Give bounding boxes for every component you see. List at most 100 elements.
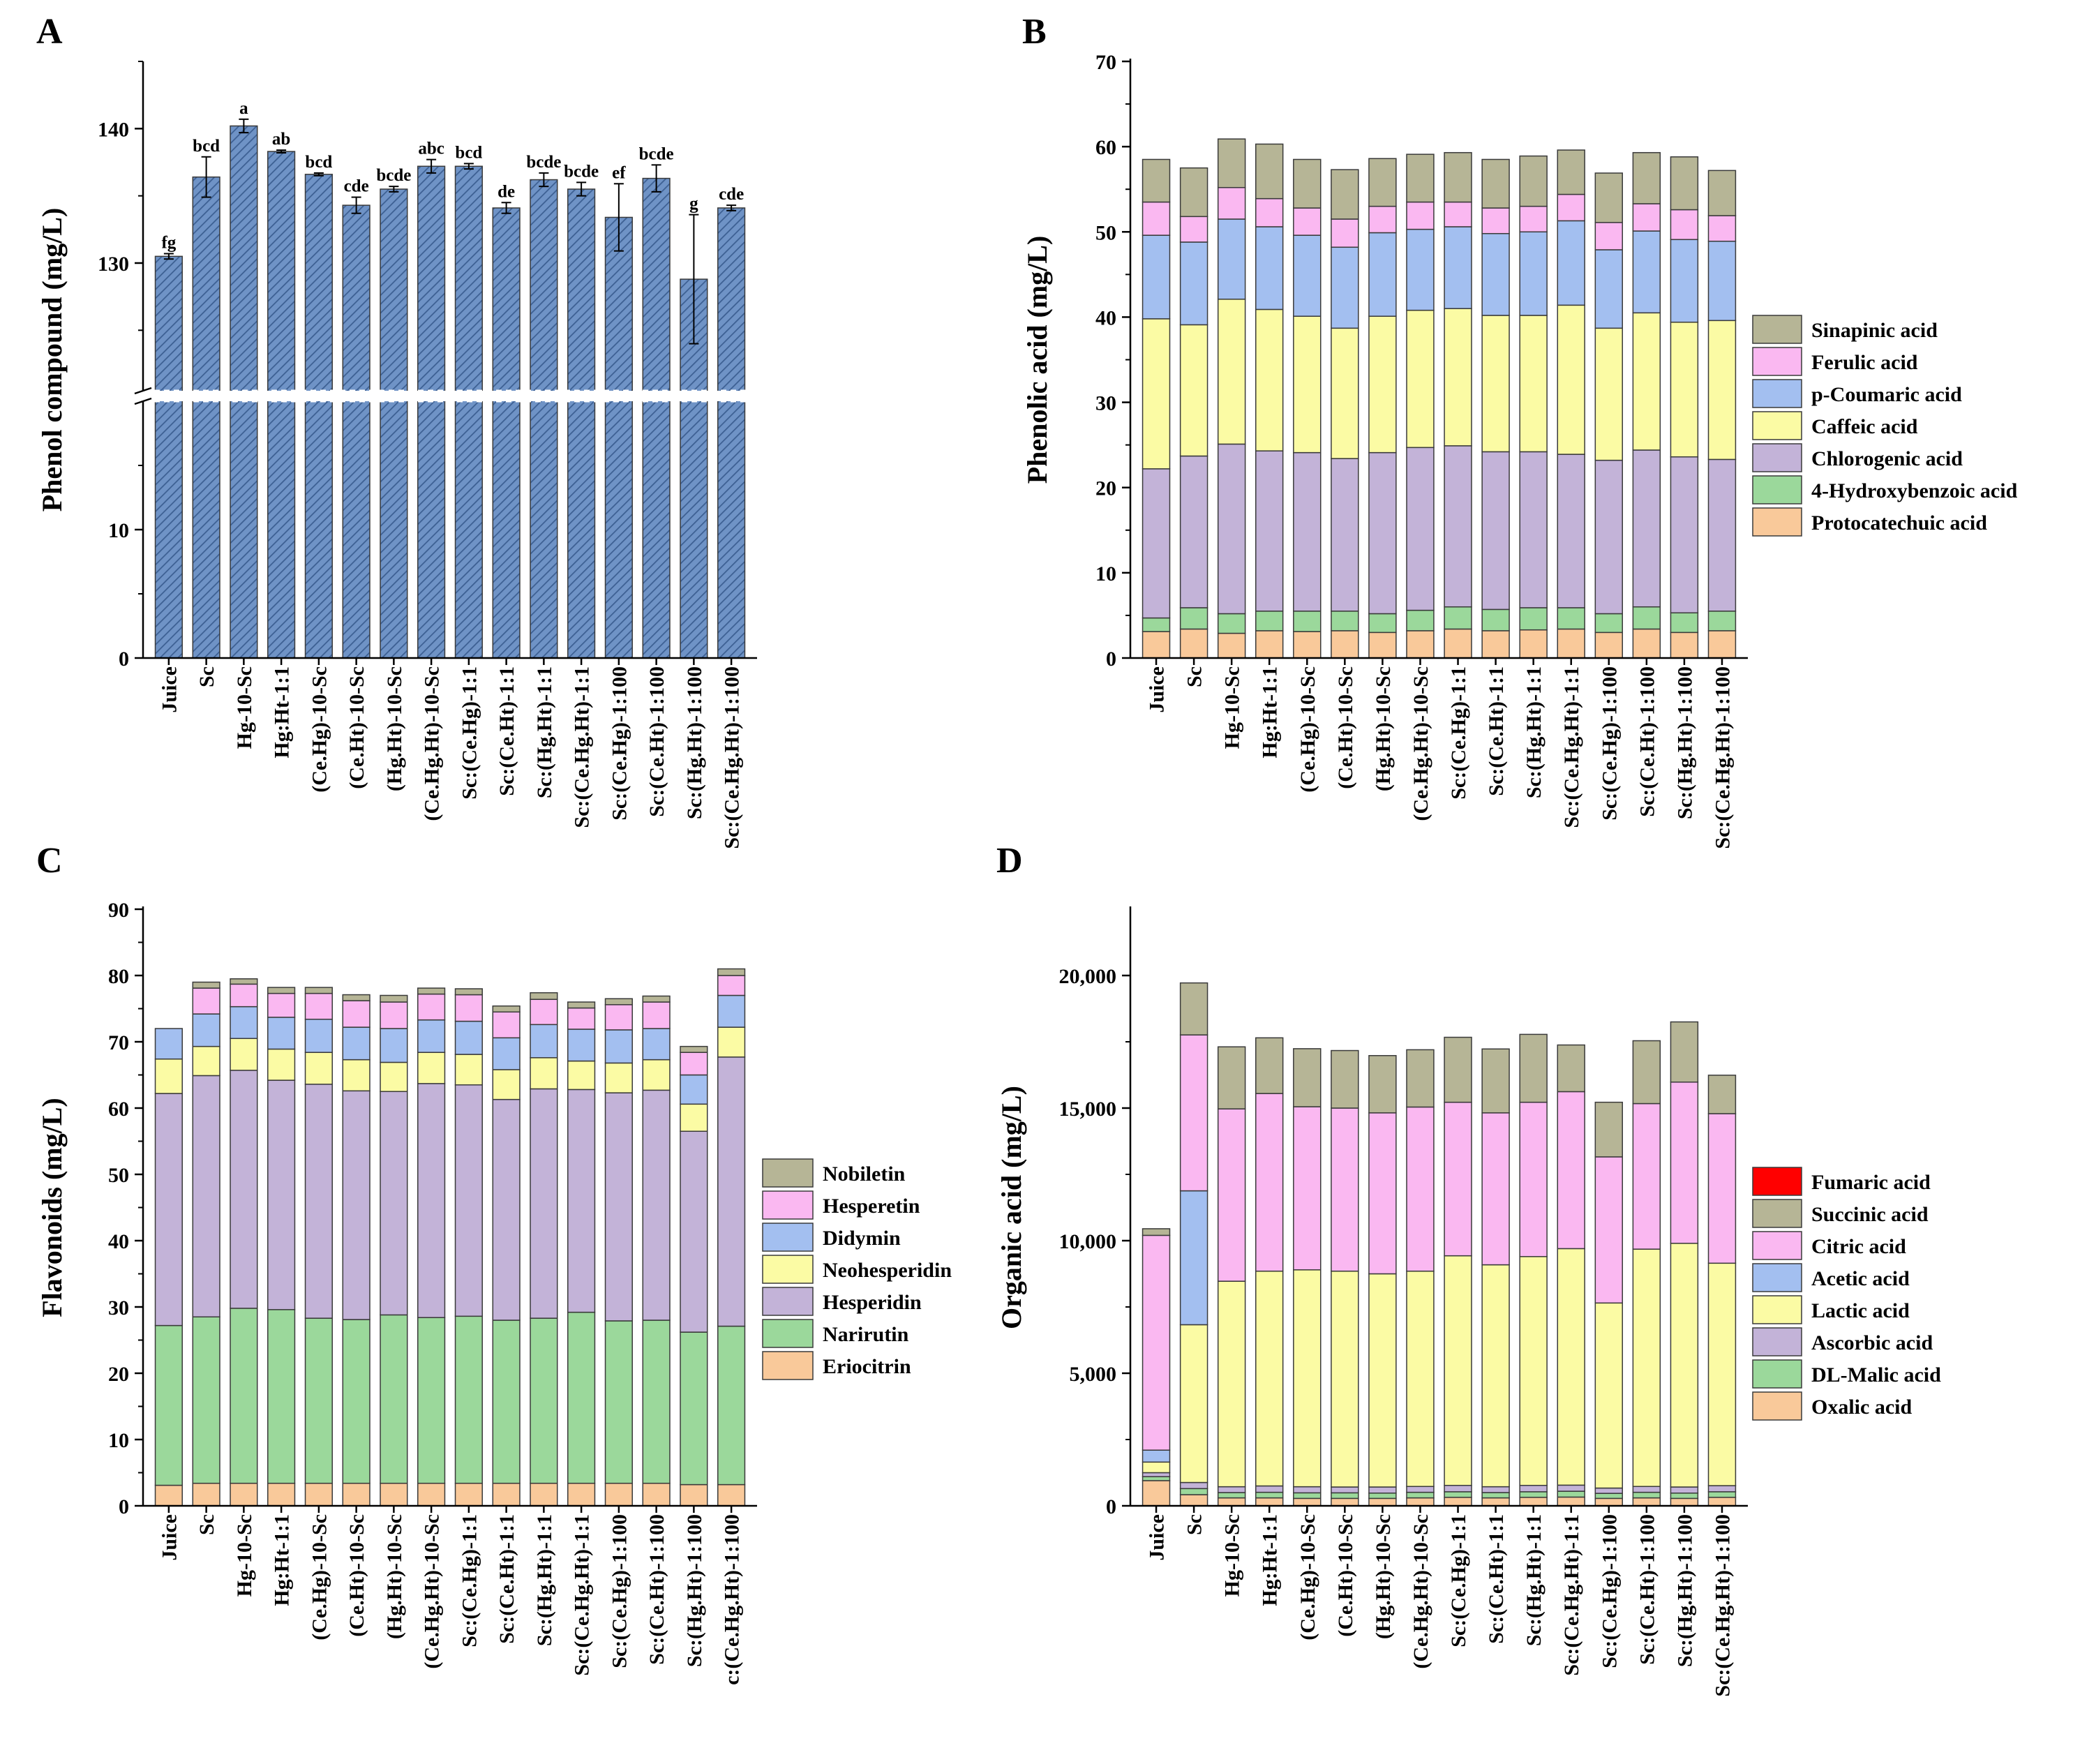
bar-segment-d-0-3 xyxy=(1255,1497,1284,1507)
y-tick-label-d-0: 0 xyxy=(1106,1495,1116,1518)
bar-segment-b-1-11 xyxy=(1557,607,1585,630)
significance-label-a-2: a xyxy=(239,99,248,118)
bar-segment-c-4-13 xyxy=(642,1028,671,1061)
x-tick-label-d-5: (Ce.Ht)-10-Sc xyxy=(1334,1514,1357,1637)
bar-segment-c-5-9 xyxy=(492,1011,521,1039)
bar-segment-b-5-2 xyxy=(1217,187,1246,220)
bar-segment-c-5-4 xyxy=(304,992,333,1020)
bar-segment-b-5-14 xyxy=(1670,209,1699,241)
x-tick-label-a-3: Hg:Ht-1:1 xyxy=(271,666,294,758)
y-tick-label-b-4: 40 xyxy=(1095,306,1116,329)
y-tick-label-c-2: 20 xyxy=(108,1363,129,1386)
bar-segment-d-2-0 xyxy=(1142,1472,1171,1477)
x-tick-label-b-8: Sc:(Ce.Hg)-1:1 xyxy=(1447,666,1470,800)
bar-segment-c-2-0 xyxy=(154,1093,183,1326)
x-tick-label-b-9: Sc:(Ce.Ht)-1:1 xyxy=(1485,666,1508,796)
bar-segment-d-0-1 xyxy=(1179,1494,1208,1507)
bar-segment-c-4-7 xyxy=(417,1019,446,1053)
x-tick-label-d-0: Juice xyxy=(1146,1514,1169,1561)
bar-segment-d-0-15 xyxy=(1707,1497,1737,1507)
bar-segment-d-5-4 xyxy=(1293,1106,1322,1271)
axis-break-mark-2 xyxy=(134,397,152,405)
significance-label-a-15: cde xyxy=(719,185,744,204)
bar-segment-c-3-2 xyxy=(230,1038,258,1071)
bar-segment-c-3-12 xyxy=(604,1062,633,1093)
bar-segment-c-1-2 xyxy=(230,1308,258,1484)
legend-swatch-b-1 xyxy=(1752,475,1802,504)
y-axis-label-a: Phenol compound (mg/L) xyxy=(36,208,68,512)
bar-segment-c-5-13 xyxy=(642,1001,671,1029)
bar-segment-d-1-8 xyxy=(1444,1491,1472,1498)
bar-segment-b-4-5 xyxy=(1331,246,1359,329)
x-tick-label-a-15: Sc:(Ce.Hg.Ht)-1:100 xyxy=(721,666,744,849)
bar-segment-b-1-2 xyxy=(1217,613,1246,634)
bar-segment-c-0-12 xyxy=(604,1482,633,1507)
bar-segment-b-3-2 xyxy=(1217,299,1246,445)
bar-segment-b-0-3 xyxy=(1255,630,1284,659)
x-tick-label-c-14: Sc:(Hg.Ht)-1:100 xyxy=(683,1514,706,1667)
bar-segment-b-1-10 xyxy=(1519,607,1548,631)
bar-segment-c-3-6 xyxy=(380,1061,408,1092)
y-tick-label-c-4: 40 xyxy=(108,1230,129,1253)
x-tick-label-b-5: (Ce.Ht)-10-Sc xyxy=(1334,666,1357,789)
bar-segment-b-3-8 xyxy=(1444,308,1472,447)
bar-segment-b-4-10 xyxy=(1519,231,1548,316)
bar-segment-d-5-15 xyxy=(1707,1113,1737,1264)
bar-segment-d-2-4 xyxy=(1293,1486,1322,1494)
bar-segment-c-4-6 xyxy=(380,1028,408,1063)
bar-segment-c-5-14 xyxy=(680,1052,708,1076)
bar-segment-d-3-12 xyxy=(1594,1302,1623,1489)
y-tick-label-a-0: 0 xyxy=(119,648,129,671)
x-tick-label-b-12: Sc:(Ce.Hg)-1:100 xyxy=(1598,666,1621,821)
x-tick-label-a-5: (Ce.Ht)-10-Sc xyxy=(345,666,368,789)
bar-segment-d-6-8 xyxy=(1444,1036,1472,1103)
x-tick-label-d-8: Sc:(Ce.Hg)-1:1 xyxy=(1447,1514,1470,1647)
bar-segment-d-5-5 xyxy=(1331,1107,1359,1272)
x-tick-label-a-6: (Hg.Ht)-10-Sc xyxy=(383,666,406,791)
bar-segment-c-3-15 xyxy=(717,1026,746,1058)
bar-segment-d-2-9 xyxy=(1481,1486,1510,1493)
significance-label-a-0: fg xyxy=(161,233,176,252)
bar-segment-c-5-2 xyxy=(230,983,258,1008)
bar-segment-b-6-13 xyxy=(1632,151,1661,204)
bar-segment-c-3-1 xyxy=(192,1045,220,1077)
x-tick-label-d-7: (Ce.Hg.Ht)-10-Sc xyxy=(1409,1514,1432,1669)
bar-segment-d-1-9 xyxy=(1481,1492,1510,1499)
bar-segment-c-3-4 xyxy=(304,1052,333,1085)
bar-segment-b-5-5 xyxy=(1331,218,1359,248)
bar-segment-d-2-6 xyxy=(1368,1486,1397,1494)
panel-c-flavonoids-chart: C 0 10 20 30 40 50 60 70 80 90 Juice Sc Hg-10-Sc Hg:Ht… xyxy=(36,841,952,1685)
legend-swatch-c-1 xyxy=(762,1319,814,1348)
legend-swatch-b-4 xyxy=(1752,379,1802,408)
bar-segment-d-1-15 xyxy=(1707,1491,1737,1498)
bar-segment-b-3-1 xyxy=(1179,324,1208,457)
bar-segment-c-4-15 xyxy=(717,994,746,1028)
bar-segment-d-3-6 xyxy=(1368,1273,1397,1488)
legend-label-c-6: Nobiletin xyxy=(823,1163,906,1186)
bar-segment-b-3-3 xyxy=(1255,308,1284,451)
bar-segment-b-2-7 xyxy=(1406,447,1435,611)
bar-segment-b-3-13 xyxy=(1632,312,1661,451)
bar-segment-d-2-2 xyxy=(1217,1486,1246,1493)
legend-label-c-2: Hesperidin xyxy=(823,1291,922,1314)
bar-segment-c-0-15 xyxy=(717,1483,746,1507)
bar-segment-c-2-6 xyxy=(380,1091,408,1316)
legend-label-b-1: 4-Hydroxybenzoic acid xyxy=(1811,479,2018,502)
bar-segment-d-3-15 xyxy=(1707,1262,1737,1486)
x-tick-label-d-9: Sc:(Ce.Ht)-1:1 xyxy=(1485,1514,1508,1644)
legend-label-c-3: Neohesperidin xyxy=(823,1259,952,1282)
legend-swatch-b-3 xyxy=(1752,411,1802,440)
bar-segment-b-2-12 xyxy=(1594,459,1623,615)
significance-label-a-12: ef xyxy=(612,163,626,182)
legend-label-d-1: DL-Malic acid xyxy=(1811,1363,1941,1386)
bar-segment-b-1-4 xyxy=(1293,611,1322,632)
bar-segment-c-2-9 xyxy=(492,1098,521,1321)
bar-segment-c-4-11 xyxy=(567,1029,596,1062)
bar-segment-c-5-12 xyxy=(604,1004,633,1031)
bar-segment-b-1-9 xyxy=(1481,608,1510,631)
y-tick-label-b-3: 30 xyxy=(1095,392,1116,415)
bar-segment-d-6-12 xyxy=(1594,1101,1623,1158)
bar-segment-b-0-0 xyxy=(1142,631,1171,659)
bar-segment-b-6-4 xyxy=(1293,158,1322,209)
bar-segment-c-1-14 xyxy=(680,1331,708,1486)
